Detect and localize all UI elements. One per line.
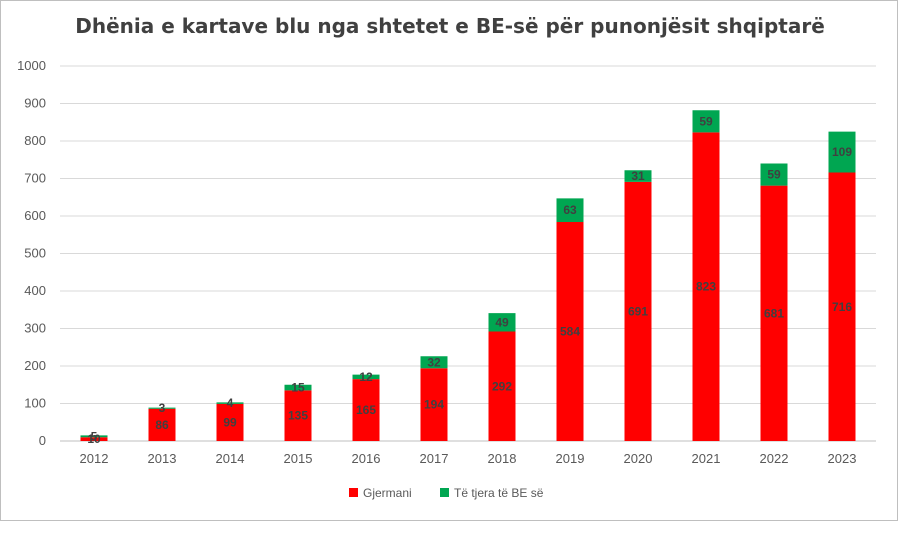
x-tick-label: 2021 <box>692 451 721 466</box>
data-label-te-tjera: 32 <box>427 355 441 369</box>
x-tick-label: 2016 <box>352 451 381 466</box>
x-tick-label: 2022 <box>760 451 789 466</box>
data-label-gjermani: 10 <box>87 432 101 446</box>
bar-te-tjera <box>624 170 652 182</box>
x-tick-label: 2017 <box>420 451 449 466</box>
bar-gjermani <box>624 181 652 441</box>
y-tick-label: 0 <box>39 433 46 448</box>
bar-te-tjera <box>352 374 380 380</box>
y-tick-label: 700 <box>24 171 46 186</box>
y-tick-label: 1000 <box>17 58 46 73</box>
bar-gjermani <box>80 437 108 441</box>
data-label-te-tjera: 109 <box>832 145 852 159</box>
bar-gjermani <box>556 222 584 441</box>
y-tick-label: 300 <box>24 321 46 336</box>
y-tick-label: 800 <box>24 133 46 148</box>
x-tick-label: 2012 <box>80 451 109 466</box>
bar-te-tjera <box>488 313 516 332</box>
data-label-gjermani: 86 <box>155 418 169 432</box>
data-label-te-tjera: 59 <box>767 168 781 182</box>
bar-gjermani <box>216 403 244 441</box>
y-tick-label: 200 <box>24 358 46 373</box>
bar-te-tjera <box>216 402 244 404</box>
x-tick-label: 2019 <box>556 451 585 466</box>
bar-gjermani <box>828 172 856 441</box>
y-tick-label: 500 <box>24 246 46 261</box>
legend-swatch <box>349 488 358 497</box>
bar-te-tjera <box>80 435 108 438</box>
bar-te-tjera <box>148 407 176 409</box>
data-label-gjermani: 194 <box>424 398 444 412</box>
y-tick-label: 400 <box>24 283 46 298</box>
bar-gjermani <box>760 185 788 441</box>
x-tick-label: 2013 <box>148 451 177 466</box>
bar-gjermani <box>420 368 448 441</box>
data-label-gjermani: 165 <box>356 403 376 417</box>
bar-te-tjera <box>692 110 720 133</box>
bar-te-tjera <box>760 163 788 186</box>
x-tick-label: 2015 <box>284 451 313 466</box>
data-label-gjermani: 135 <box>288 409 308 423</box>
data-label-gjermani: 99 <box>223 415 237 429</box>
bar-te-tjera <box>556 198 584 222</box>
y-tick-label: 100 <box>24 396 46 411</box>
bar-gjermani <box>488 331 516 441</box>
legend-label: Gjermani <box>363 486 412 500</box>
y-tick-label: 900 <box>24 96 46 111</box>
data-label-te-tjera: 4 <box>227 396 234 410</box>
data-label-te-tjera: 15 <box>291 381 305 395</box>
x-tick-label: 2023 <box>828 451 857 466</box>
data-label-te-tjera: 59 <box>699 114 713 128</box>
data-label-te-tjera: 49 <box>495 315 509 329</box>
data-label-te-tjera: 63 <box>563 203 577 217</box>
bar-gjermani <box>692 132 720 441</box>
x-tick-label: 2020 <box>624 451 653 466</box>
data-label-gjermani: 584 <box>560 325 580 339</box>
data-label-te-tjera: 31 <box>631 169 645 183</box>
legend-label: Të tjera të BE së <box>454 486 544 500</box>
bar-te-tjera <box>828 131 856 173</box>
x-tick-label: 2014 <box>216 451 245 466</box>
data-label-gjermani: 716 <box>832 300 852 314</box>
y-tick-label: 600 <box>24 208 46 223</box>
data-label-te-tjera: 5 <box>91 429 98 443</box>
data-label-gjermani: 691 <box>628 304 648 318</box>
bar-te-tjera <box>284 384 312 391</box>
data-label-te-tjera: 12 <box>359 370 373 384</box>
bar-gjermani <box>148 408 176 441</box>
bar-te-tjera <box>420 356 448 369</box>
legend-swatch <box>440 488 449 497</box>
data-label-te-tjera: 3 <box>159 401 166 415</box>
chart-title: Dhënia e kartave blu nga shtetet e BE-së… <box>75 14 825 38</box>
bar-gjermani <box>352 379 380 441</box>
data-label-gjermani: 681 <box>764 306 784 320</box>
data-label-gjermani: 292 <box>492 379 512 393</box>
bar-gjermani <box>284 390 312 441</box>
x-tick-label: 2018 <box>488 451 517 466</box>
data-label-gjermani: 823 <box>696 280 716 294</box>
